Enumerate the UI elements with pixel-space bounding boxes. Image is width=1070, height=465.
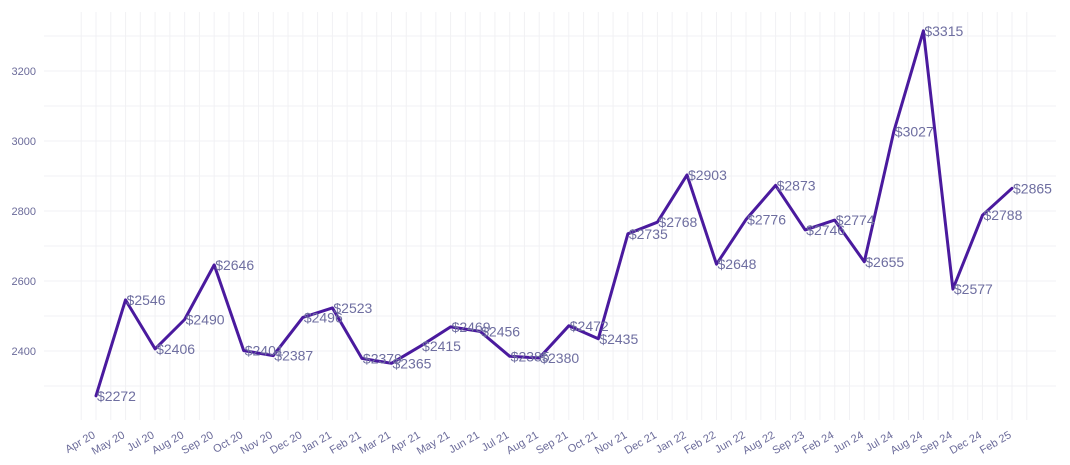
data-label: $2746 [806,222,845,238]
x-tick-label: Nov 21 [593,429,629,457]
data-label: $2456 [481,323,520,339]
data-label: $2776 [747,211,786,227]
y-tick-label: 3000 [12,136,36,148]
data-label: $2365 [392,355,431,371]
x-tick-label: Jun 21 [447,429,482,456]
x-tick-label: Feb 24 [801,429,837,457]
y-axis-ticks: 2400 2600 2800 3000 3200 [12,66,36,358]
series-line [94,29,1014,398]
data-label: $2655 [865,254,904,270]
data-label: $2648 [718,256,757,272]
x-tick-label: May 21 [415,429,452,457]
data-label: $2387 [274,348,313,364]
data-label: $2768 [658,214,697,230]
x-tick-label: Sep 20 [179,429,215,457]
data-label: $2380 [540,350,579,366]
data-label: $2379 [363,350,402,366]
data-label: $2774 [836,212,875,228]
grid [44,12,1056,420]
data-label: $2385 [511,348,550,364]
x-tick-label: Feb 21 [328,429,364,457]
x-tick-label: Feb 22 [682,429,718,457]
data-label: $2903 [688,167,727,183]
y-tick-label: 2400 [12,346,36,358]
x-tick-label: Jun 22 [713,429,748,456]
data-label: $2472 [570,318,609,334]
x-tick-label: Sep 21 [534,429,570,457]
x-tick-label: Dec 21 [623,429,659,457]
data-label: $2865 [1013,180,1052,196]
x-tick-label: Jun 24 [831,429,866,456]
data-label: $2272 [97,388,136,404]
x-tick-label: Jan 21 [299,429,334,456]
data-label: $2788 [983,207,1022,223]
x-tick-label: Aug 24 [889,429,925,457]
x-tick-label: Sep 23 [770,429,806,457]
x-tick-label: Dec 20 [268,429,304,457]
data-label: $2435 [599,331,638,347]
data-label: $2546 [127,292,166,308]
series-line-group [94,29,1014,398]
x-tick-label: Oct 20 [211,429,245,456]
data-label: $3315 [924,23,963,39]
x-tick-label: Mar 21 [357,429,393,457]
data-label: $2496 [304,309,343,325]
data-label: $2401 [245,343,284,359]
x-tick-label: May 20 [90,429,127,457]
x-tick-label: Jan 22 [654,429,689,456]
y-tick-label: 2600 [12,276,36,288]
data-label: $2646 [215,257,254,273]
data-label: $3027 [895,124,934,140]
data-label: $2415 [422,338,461,354]
x-tick-label: Aug 22 [741,429,777,457]
y-tick-label: 3200 [12,66,36,78]
x-tick-label: Aug 20 [150,429,186,457]
x-tick-label: Feb 25 [978,429,1014,457]
data-label: $2406 [156,341,195,357]
data-label: $2873 [777,177,816,193]
data-label: $2523 [333,300,372,316]
data-labels: $2272 $2546 $2406 $2490 $2646 $2401$2387 $2496… [97,23,1052,404]
data-label: $2469 [452,319,491,335]
x-tick-label: Sep 24 [918,429,954,457]
x-tick-label: Oct 21 [566,429,600,456]
data-label: $2735 [629,226,668,242]
data-label: $2577 [954,281,993,297]
x-tick-label: Dec 24 [948,429,984,457]
y-tick-label: 2800 [12,206,36,218]
x-tick-label: Nov 20 [239,429,275,457]
x-tick-label: Aug 21 [505,429,541,457]
data-label: $2490 [186,312,225,328]
